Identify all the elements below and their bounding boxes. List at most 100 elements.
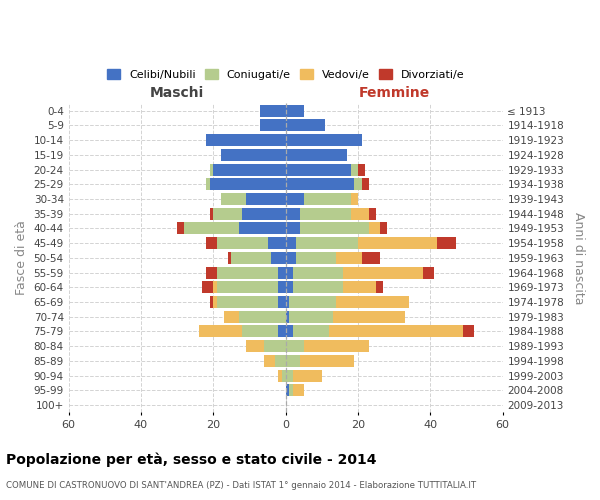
Bar	[336, 296, 409, 308]
Bar	[289, 384, 293, 396]
Bar	[286, 281, 293, 293]
Bar	[362, 178, 369, 190]
Text: COMUNE DI CASTRONUOVO DI SANT'ANDREA (PZ) - Dati ISTAT 1° gennaio 2014 - Elabora: COMUNE DI CASTRONUOVO DI SANT'ANDREA (PZ…	[6, 481, 476, 490]
Bar	[184, 222, 239, 234]
Bar	[369, 208, 376, 220]
Bar	[286, 340, 304, 352]
Bar	[224, 310, 239, 322]
Bar	[289, 310, 332, 322]
Legend: Celibi/Nubili, Coniugati/e, Vedovi/e, Divorziati/e: Celibi/Nubili, Coniugati/e, Vedovi/e, Di…	[103, 66, 468, 83]
Bar	[286, 104, 304, 117]
Bar	[423, 266, 434, 278]
Bar	[282, 370, 286, 382]
Text: Maschi: Maschi	[150, 86, 204, 101]
Bar	[264, 355, 275, 367]
Bar	[209, 296, 213, 308]
Bar	[463, 326, 473, 338]
Bar	[286, 208, 300, 220]
Text: Femmine: Femmine	[358, 86, 430, 101]
Bar	[239, 310, 286, 322]
Bar	[246, 340, 264, 352]
Bar	[300, 208, 350, 220]
Bar	[206, 134, 286, 146]
Bar	[177, 222, 184, 234]
Y-axis label: Fasce di età: Fasce di età	[15, 220, 28, 296]
Bar	[278, 326, 286, 338]
Bar	[369, 222, 380, 234]
Bar	[286, 222, 300, 234]
Bar	[286, 384, 289, 396]
Bar	[355, 178, 362, 190]
Bar	[293, 281, 343, 293]
Bar	[336, 252, 362, 264]
Bar	[286, 252, 296, 264]
Bar	[221, 149, 286, 161]
Bar	[304, 340, 369, 352]
Y-axis label: Anni di nascita: Anni di nascita	[572, 212, 585, 304]
Bar	[300, 222, 369, 234]
Bar	[242, 208, 286, 220]
Bar	[293, 326, 329, 338]
Bar	[206, 237, 217, 249]
Bar	[278, 281, 286, 293]
Bar	[289, 296, 336, 308]
Bar	[296, 252, 336, 264]
Bar	[293, 266, 343, 278]
Bar	[286, 193, 304, 205]
Bar	[286, 296, 289, 308]
Bar	[343, 281, 376, 293]
Bar	[286, 326, 293, 338]
Bar	[271, 252, 286, 264]
Bar	[286, 164, 350, 175]
Bar	[275, 355, 286, 367]
Bar	[217, 296, 278, 308]
Bar	[199, 326, 242, 338]
Bar	[260, 120, 286, 132]
Bar	[286, 266, 293, 278]
Bar	[350, 208, 369, 220]
Bar	[286, 310, 289, 322]
Bar	[286, 120, 325, 132]
Bar	[380, 222, 387, 234]
Bar	[217, 237, 268, 249]
Bar	[206, 266, 217, 278]
Bar	[213, 208, 242, 220]
Bar	[232, 252, 271, 264]
Bar	[278, 266, 286, 278]
Bar	[332, 310, 405, 322]
Bar	[350, 193, 358, 205]
Bar	[239, 222, 286, 234]
Bar	[293, 370, 322, 382]
Bar	[300, 355, 355, 367]
Bar	[221, 193, 246, 205]
Bar	[278, 296, 286, 308]
Bar	[286, 370, 293, 382]
Bar	[213, 281, 217, 293]
Bar	[350, 164, 358, 175]
Bar	[329, 326, 463, 338]
Bar	[242, 326, 278, 338]
Bar	[437, 237, 455, 249]
Bar	[358, 237, 437, 249]
Bar	[260, 104, 286, 117]
Bar	[358, 164, 365, 175]
Bar	[228, 252, 232, 264]
Bar	[286, 178, 355, 190]
Text: Popolazione per età, sesso e stato civile - 2014: Popolazione per età, sesso e stato civil…	[6, 452, 377, 467]
Bar	[209, 178, 286, 190]
Bar	[202, 281, 213, 293]
Bar	[209, 164, 213, 175]
Bar	[293, 384, 304, 396]
Bar	[286, 355, 300, 367]
Bar	[268, 237, 286, 249]
Bar	[362, 252, 380, 264]
Bar	[264, 340, 286, 352]
Bar	[278, 370, 282, 382]
Bar	[206, 178, 209, 190]
Bar	[286, 149, 347, 161]
Bar	[209, 208, 213, 220]
Bar	[286, 237, 296, 249]
Bar	[296, 237, 358, 249]
Bar	[213, 296, 217, 308]
Bar	[246, 193, 286, 205]
